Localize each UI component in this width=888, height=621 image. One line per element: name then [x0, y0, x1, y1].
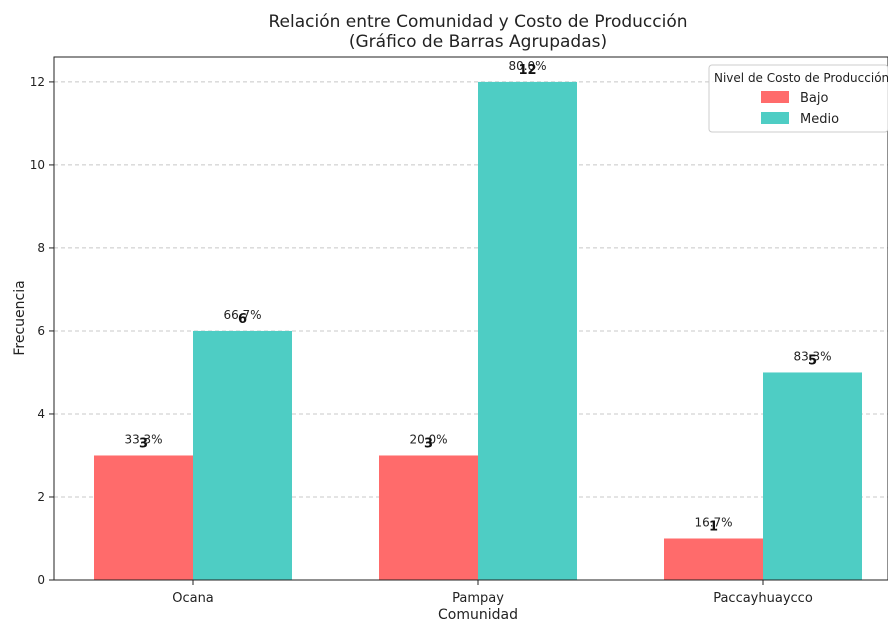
percent-label: 33.3% [124, 432, 162, 446]
count-label: 3 [424, 436, 433, 451]
y-tick-label: 6 [37, 324, 45, 338]
percent-label: 16.7% [694, 515, 732, 529]
count-label: 5 [808, 353, 817, 368]
y-tick-label: 10 [30, 158, 45, 172]
legend: Nivel de Costo de Producción Bajo Medio [708, 64, 888, 133]
x-tick-label: Pampay [452, 591, 504, 606]
chart-title: Relación entre Comunidad y Costo de Prod… [268, 12, 687, 32]
y-tick-label: 12 [30, 75, 45, 89]
bar-medio-pampay [478, 81, 577, 581]
legend-swatch-bajo [761, 91, 789, 103]
legend-label-medio: Medio [800, 112, 839, 127]
y-tick-label: 2 [37, 490, 45, 504]
y-axis-label: Frecuencia [12, 280, 28, 355]
y-tick-label: 0 [37, 573, 45, 587]
legend-entries: Bajo Medio [761, 91, 839, 127]
count-label: 12 [518, 63, 536, 78]
bar-bajo-paccayhuaycco [664, 538, 763, 580]
legend-label-bajo: Bajo [800, 91, 828, 106]
plot-frame [53, 56, 888, 581]
y-axis-ticks: 0 2 4 6 8 10 12 [30, 75, 54, 587]
count-label: 1 [709, 519, 718, 534]
y-tick-label: 4 [37, 407, 45, 421]
chart-subtitle: (Gráfico de Barras Agrupadas) [349, 32, 607, 52]
percent-label: 80.0% [508, 59, 546, 73]
x-axis-ticks: Ocana Pampay Paccayhuaycco [172, 580, 813, 606]
legend-title: Nivel de Costo de Producción [714, 71, 888, 85]
bar-bajo-ocana [94, 455, 193, 580]
legend-swatch-medio [761, 112, 789, 124]
x-tick-label: Ocana [172, 591, 214, 606]
percent-label: 83.3% [793, 349, 831, 363]
count-label: 6 [238, 312, 247, 327]
bar-bajo-pampay [379, 455, 478, 580]
x-tick-label: Paccayhuaycco [713, 591, 813, 606]
percent-label: 20.0% [409, 432, 447, 446]
x-axis-label: Comunidad [438, 607, 518, 621]
grid-lines [54, 81, 888, 498]
bar-medio-paccayhuaycco [763, 372, 862, 580]
bar-medio-ocana [193, 330, 292, 580]
legend-box [708, 64, 888, 133]
y-tick-label: 8 [37, 241, 45, 255]
count-label: 3 [139, 436, 148, 451]
percent-label: 66.7% [223, 308, 261, 322]
bars [94, 81, 862, 581]
